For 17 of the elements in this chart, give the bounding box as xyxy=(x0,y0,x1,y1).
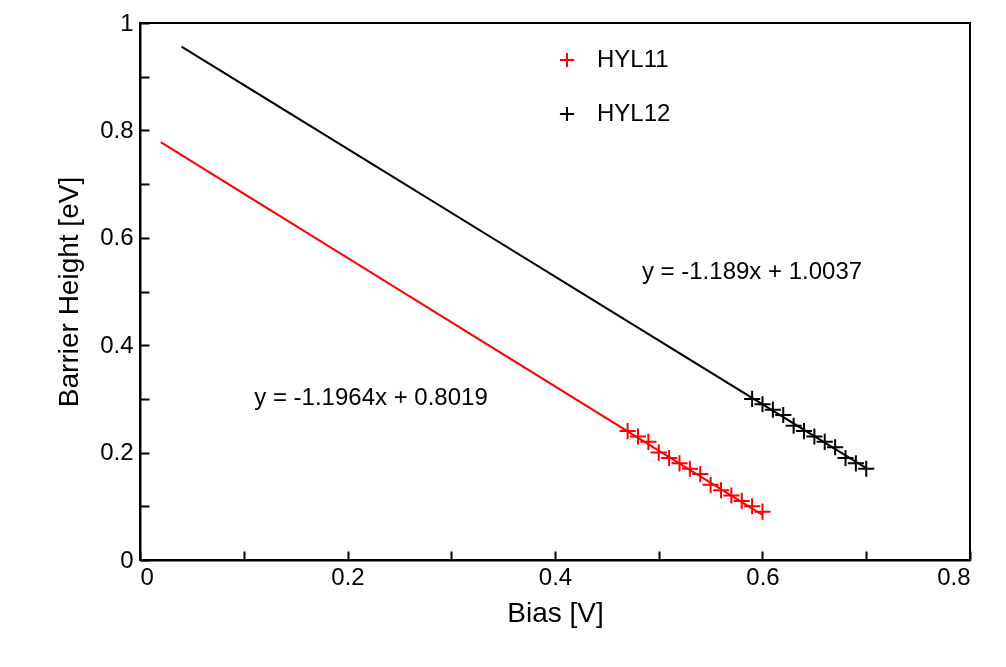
x-tick-label: 0.4 xyxy=(538,562,573,590)
legend-label: HYL12 xyxy=(597,99,671,126)
y-tick-label: 0 xyxy=(120,545,134,573)
y-tick-label: 0.2 xyxy=(100,438,134,466)
y-tick-label: 0.4 xyxy=(100,330,134,358)
legend-label: HYL11 xyxy=(597,45,669,72)
x-axis-title: Bias [V] xyxy=(507,596,604,628)
x-tick-label: 0.2 xyxy=(331,562,365,590)
y-tick-label: 0.8 xyxy=(100,115,134,143)
annotation: y = -1.189x + 1.0037 xyxy=(641,257,863,284)
x-tick-label: 0 xyxy=(140,562,154,590)
annotation: y = -1.1964x + 0.8019 xyxy=(254,383,488,410)
y-tick-label: 0.6 xyxy=(100,223,134,251)
x-tick-label: 0.6 xyxy=(746,562,780,590)
y-tick-label: 1 xyxy=(120,8,134,36)
y-axis-title: Barrier Height [eV] xyxy=(53,176,85,408)
x-tick-label: 0.8 xyxy=(937,562,971,590)
